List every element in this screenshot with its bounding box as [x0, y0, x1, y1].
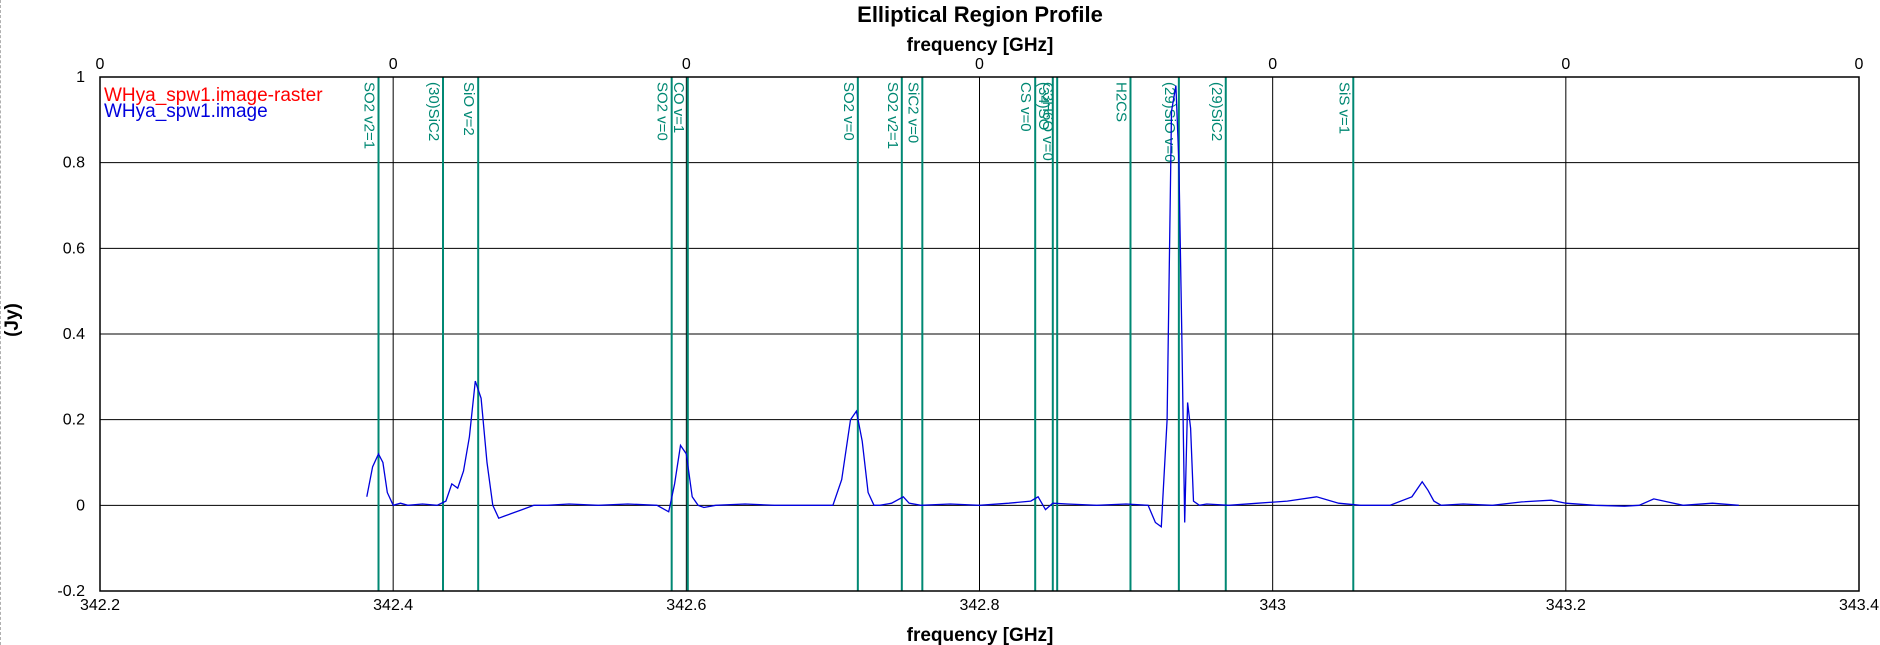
top-x-tick-label: 0 [1855, 56, 1864, 73]
top-x-tick-label: 0 [96, 56, 105, 73]
spectral-line-label: SiS v=1 [1335, 82, 1352, 134]
window-edge [0, 0, 2, 645]
spectral-line-label: SO2 v2=1 [884, 82, 901, 149]
x-axis-label: frequency [GHz] [907, 625, 1054, 645]
y-tick-label: 0.2 [63, 412, 85, 429]
legend-entry-image: WHya_spw1.image [104, 101, 268, 122]
x-tick-label: 343.4 [1839, 597, 1879, 614]
spectral-line-label: SO2 v2=1 [361, 82, 378, 149]
top-x-tick-label: 0 [682, 56, 691, 73]
top-x-tick-label: 0 [389, 56, 398, 73]
grid-lines [99, 76, 1860, 592]
spectral-line-label: CS v=0 [1017, 82, 1034, 132]
x-tick-label: 343.2 [1546, 597, 1586, 614]
spectral-line-label: SiC2 v=0 [904, 82, 921, 143]
y-tick-label: 0.4 [63, 326, 85, 343]
y-tick-label: 1 [76, 69, 85, 86]
x-tick-label: 343 [1259, 597, 1286, 614]
spectral-line-label: H2CS [1112, 82, 1129, 122]
spectral-line-label: CO v=1 [670, 82, 687, 133]
y-tick-label: 0 [76, 497, 85, 514]
chart-title: Elliptical Region Profile [857, 2, 1103, 27]
spectral-line-label: C3H6O v=0 [1039, 82, 1056, 161]
spectral-line-label: (29)SiO v=0 [1161, 82, 1178, 162]
spectral-line-label: (29)SiC2 [1208, 82, 1225, 141]
plot-frame [99, 76, 1860, 592]
legend: WHya_spw1.image-raster WHya_spw1.image [104, 85, 323, 122]
y-tick-label: -0.2 [57, 583, 85, 600]
spectral-line-label: SO2 v=0 [840, 82, 857, 141]
spectral-line-label: SiO v=2 [460, 82, 477, 136]
x-tick-label: 342.8 [959, 597, 999, 614]
x-tick-label: 342.2 [80, 597, 120, 614]
top-x-tick-label: 0 [1561, 56, 1570, 73]
top-x-tick-label: 0 [1268, 56, 1277, 73]
x-tick-label: 342.6 [666, 597, 706, 614]
spectral-line-label: (30)SiC2 [425, 82, 442, 141]
y-tick-label: 0.8 [63, 155, 85, 172]
axis-ticks: -0.2 0 0.2 0.4 0.6 0.8 1 342.2 0 342.4 0 342.6 0 342.… [57, 56, 1879, 614]
x-tick-label: 342.4 [373, 597, 413, 614]
top-x-axis-label: frequency [GHz] [907, 35, 1054, 56]
series-layer [366, 85, 1739, 529]
legend-entry-raster: WHya_spw1.image-raster [104, 85, 323, 106]
y-axis-label: (Jy) [2, 303, 23, 337]
spectral-line-markers: SO2 v2=1 (30)SiC2 SiO v=2 SO2 v=0 CO v=1 SO2 … [361, 77, 1355, 591]
spectral-line-label: SO2 v=0 [654, 82, 671, 141]
top-x-tick-label: 0 [975, 56, 984, 73]
y-tick-label: 0.6 [63, 240, 85, 257]
series-line [366, 85, 1739, 529]
spectral-line-label: (34)SO [1035, 82, 1052, 130]
